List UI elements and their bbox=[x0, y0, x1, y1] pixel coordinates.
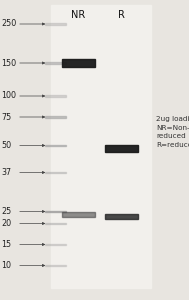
Text: 10: 10 bbox=[1, 261, 11, 270]
Text: 37: 37 bbox=[1, 168, 11, 177]
Bar bbox=[105, 214, 138, 219]
Text: 150: 150 bbox=[1, 58, 16, 68]
Bar bbox=[45, 172, 66, 173]
Bar bbox=[45, 23, 66, 25]
Text: 15: 15 bbox=[1, 240, 11, 249]
Bar bbox=[62, 212, 95, 217]
Bar bbox=[45, 244, 66, 245]
Text: NR: NR bbox=[71, 11, 86, 20]
Text: R: R bbox=[119, 11, 125, 20]
Text: 20: 20 bbox=[1, 219, 11, 228]
Bar bbox=[105, 145, 138, 152]
Bar bbox=[51, 4, 151, 288]
Bar bbox=[45, 95, 66, 97]
Text: 250: 250 bbox=[1, 20, 16, 28]
Bar bbox=[45, 211, 66, 212]
Bar bbox=[45, 223, 66, 224]
Text: 2ug loading
NR=Non-
reduced
R=reduced: 2ug loading NR=Non- reduced R=reduced bbox=[156, 116, 189, 148]
Text: 75: 75 bbox=[1, 112, 11, 122]
Bar bbox=[45, 62, 66, 64]
Text: 25: 25 bbox=[1, 207, 11, 216]
Bar bbox=[45, 265, 66, 266]
Bar bbox=[45, 116, 66, 118]
Text: 100: 100 bbox=[1, 92, 16, 100]
Text: 50: 50 bbox=[1, 141, 11, 150]
Bar bbox=[45, 145, 66, 146]
Bar bbox=[62, 59, 95, 67]
